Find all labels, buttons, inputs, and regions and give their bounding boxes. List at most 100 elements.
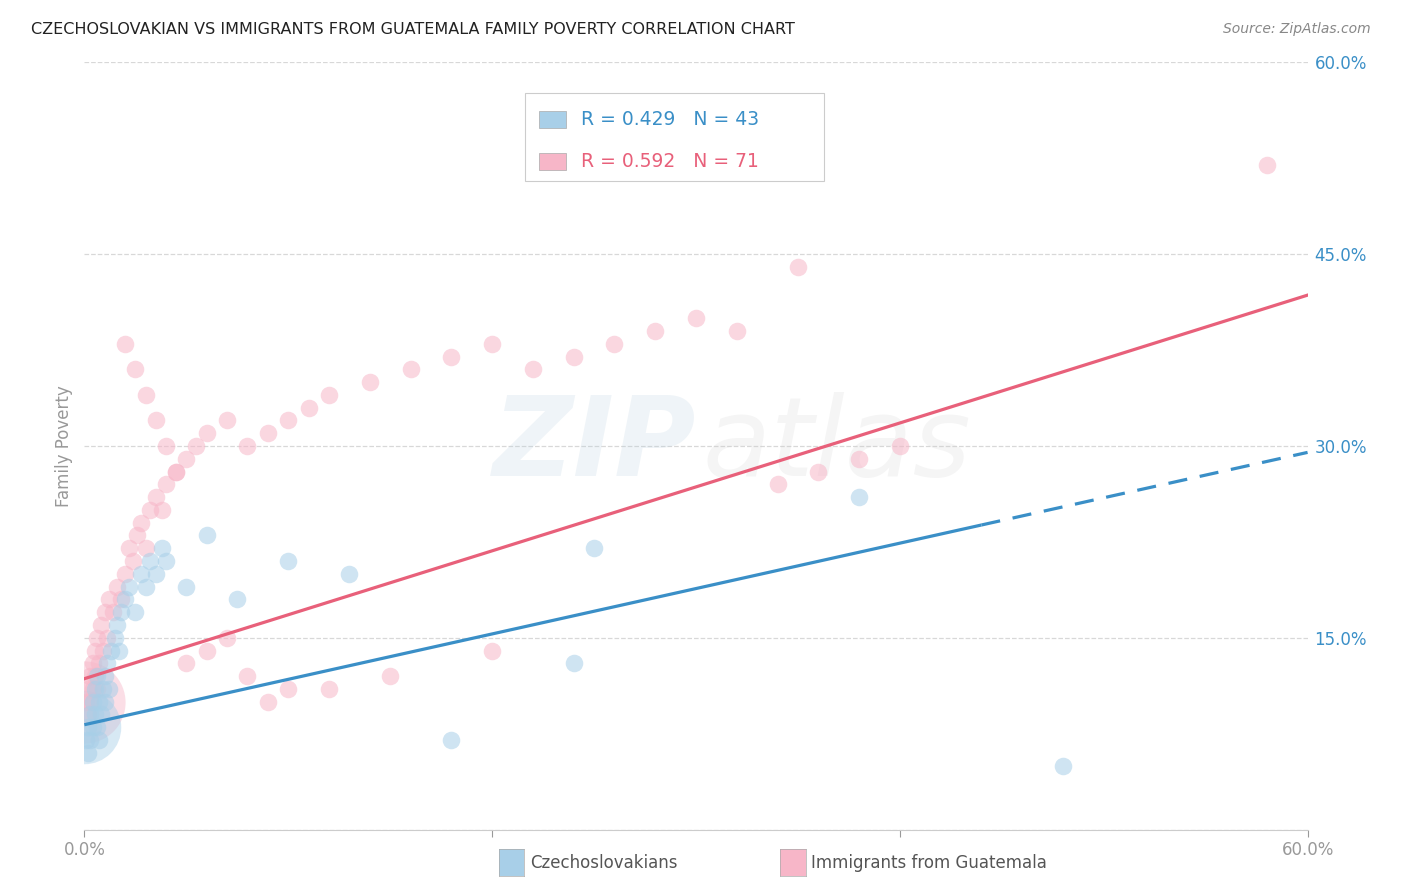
Point (110, 605, 132, 619)
Point (86, 720, 108, 734)
Point (889, 439, 911, 453)
Point (105, 618, 128, 632)
Point (124, 362, 146, 376)
Point (122, 554, 145, 568)
Text: ZIP: ZIP (492, 392, 696, 500)
Point (97, 681, 120, 696)
Point (848, 451, 870, 466)
Point (90, 707, 112, 722)
Point (1256, 158, 1278, 172)
Point (86, 681, 108, 696)
FancyBboxPatch shape (540, 153, 567, 170)
Point (766, 477, 789, 491)
Point (257, 695, 280, 709)
Point (79, 669, 101, 683)
Point (87, 733, 110, 747)
Text: CZECHOSLOVAKIAN VS IMMIGRANTS FROM GUATEMALA FAMILY POVERTY CORRELATION CHART: CZECHOSLOVAKIAN VS IMMIGRANTS FROM GUATE… (31, 22, 794, 37)
Point (174, 451, 197, 466)
Point (522, 362, 544, 376)
Point (359, 375, 381, 389)
Point (77, 720, 100, 734)
Point (100, 643, 122, 657)
Point (145, 566, 167, 581)
Point (145, 490, 167, 504)
Point (807, 465, 830, 479)
Text: Immigrants from Guatemala: Immigrants from Guatemala (811, 854, 1047, 871)
Point (318, 681, 340, 696)
FancyBboxPatch shape (540, 112, 567, 128)
Point (583, 541, 606, 556)
Text: R = 0.592   N = 71: R = 0.592 N = 71 (581, 153, 759, 171)
Point (217, 631, 239, 645)
Text: Czechoslovakians: Czechoslovakians (530, 854, 678, 871)
Point (135, 541, 157, 556)
Point (150, 503, 173, 517)
Point (86, 669, 108, 683)
Point (118, 580, 141, 594)
Point (138, 554, 160, 568)
Point (195, 643, 218, 657)
Point (118, 541, 141, 556)
Text: R = 0.429   N = 43: R = 0.429 N = 43 (581, 110, 759, 129)
Point (685, 311, 707, 326)
Point (217, 413, 239, 427)
Point (236, 669, 259, 683)
Point (90, 618, 112, 632)
Point (93, 695, 115, 709)
Point (131, 516, 153, 530)
Point (195, 426, 218, 441)
Point (86, 631, 108, 645)
Point (97, 592, 120, 607)
Y-axis label: Family Poverty: Family Poverty (55, 385, 73, 507)
Point (277, 681, 299, 696)
Point (114, 336, 136, 351)
Point (91, 681, 114, 696)
Point (105, 580, 128, 594)
Point (644, 324, 666, 338)
Point (77, 746, 100, 760)
Point (174, 657, 197, 671)
Point (83, 669, 105, 683)
Point (165, 465, 187, 479)
Point (339, 566, 361, 581)
Text: atlas: atlas (702, 392, 970, 500)
Point (186, 439, 208, 453)
Point (562, 657, 585, 671)
Point (155, 439, 177, 453)
Text: Source: ZipAtlas.com: Source: ZipAtlas.com (1223, 22, 1371, 37)
Point (277, 413, 299, 427)
Point (79, 733, 101, 747)
Point (135, 580, 157, 594)
Point (562, 350, 585, 364)
Point (603, 336, 626, 351)
Point (82, 695, 104, 709)
Point (787, 260, 810, 274)
Point (399, 362, 422, 376)
Point (114, 592, 136, 607)
Point (440, 733, 463, 747)
Point (83, 643, 105, 657)
Point (82, 681, 104, 696)
Point (75, 695, 97, 709)
Point (96, 631, 118, 645)
Point (277, 554, 299, 568)
Point (155, 477, 177, 491)
Point (83, 707, 105, 722)
Point (195, 528, 218, 542)
Point (174, 580, 197, 594)
Point (79, 695, 101, 709)
Point (73, 720, 96, 734)
Point (75, 733, 97, 747)
Point (93, 669, 115, 683)
Point (79, 707, 101, 722)
Point (481, 643, 503, 657)
Point (298, 401, 321, 415)
Point (131, 566, 153, 581)
Point (138, 503, 160, 517)
Point (124, 605, 146, 619)
Point (82, 720, 104, 734)
Point (165, 465, 187, 479)
Point (87, 657, 110, 671)
Point (82, 657, 104, 671)
Point (77, 681, 100, 696)
